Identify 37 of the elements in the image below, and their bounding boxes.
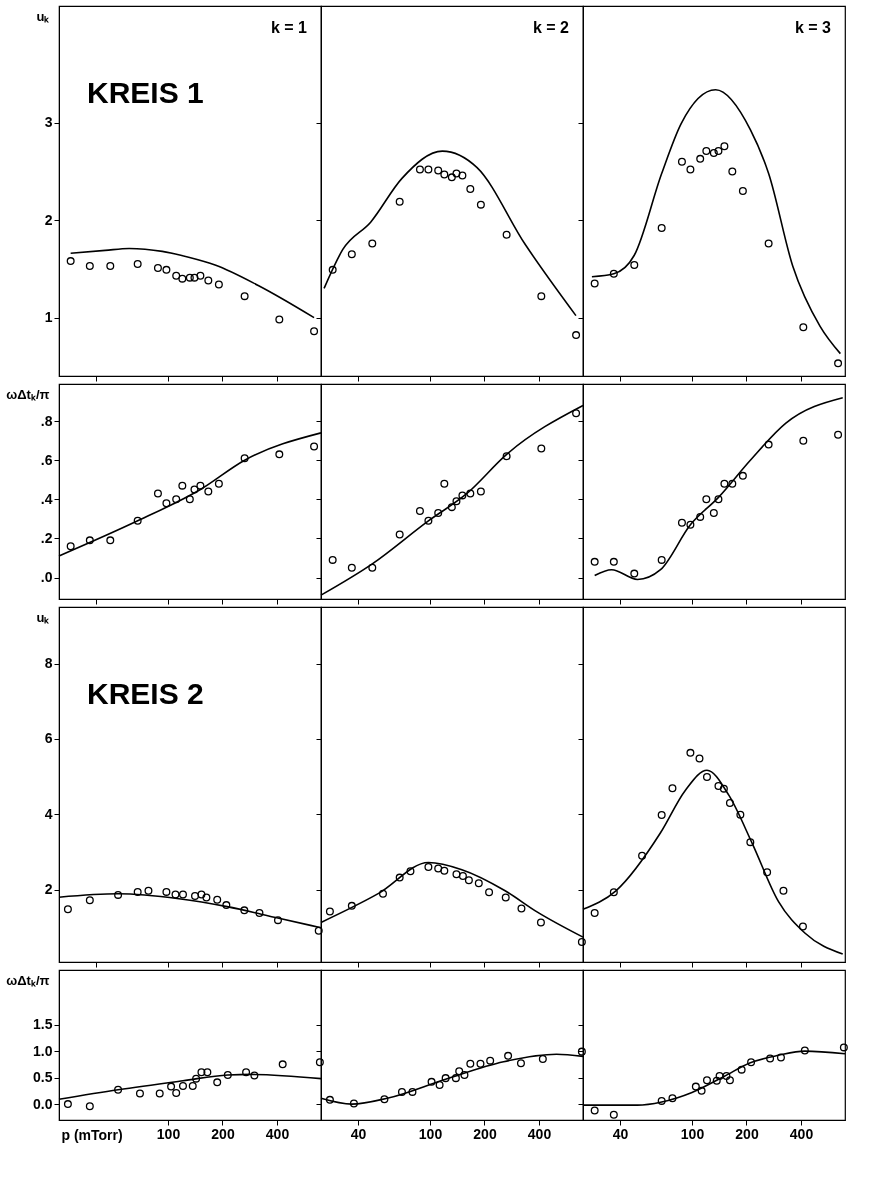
y-tick-label: .4: [40, 490, 53, 507]
y-tick-label: 1: [44, 309, 53, 326]
annotation: KREIS 1: [87, 76, 204, 109]
y-axis-title: uₖ: [36, 609, 50, 625]
y-tick-label: 8: [44, 655, 53, 672]
x-tick-label: 400: [265, 1125, 290, 1142]
x-tick-label: 40: [612, 1125, 629, 1142]
y-tick-label: .8: [40, 412, 53, 429]
y-axis-title: uₖ: [36, 8, 50, 24]
x-tick-label: 200: [735, 1125, 759, 1142]
y-tick-label: .6: [40, 451, 53, 468]
text: k = 2: [532, 19, 570, 36]
y-axis-title: ωΔtₖ/π: [6, 972, 50, 988]
x-tick-label: 200: [473, 1125, 497, 1142]
x-tick-label: 200: [211, 1125, 235, 1142]
y-tick-label: 0.5: [33, 1069, 53, 1086]
y-tick-label: .0: [40, 569, 53, 585]
x-axis-title: p (mTorr): [61, 1126, 123, 1143]
y-tick-label: 1.0: [33, 1042, 53, 1059]
y-tick-label: 2: [44, 211, 53, 228]
x-tick-label: 100: [680, 1125, 705, 1142]
x-tick-label: 100: [418, 1125, 443, 1142]
y-tick-label: .2: [40, 529, 53, 546]
text: k = 3: [794, 19, 832, 36]
y-tick-label: 3: [44, 114, 53, 131]
y-tick-label: 1.5: [33, 1016, 53, 1033]
y-tick-label: 4: [44, 805, 53, 822]
y-tick-label: 0.0: [33, 1095, 53, 1112]
y-tick-label: 6: [44, 730, 53, 747]
x-tick-label: 100: [156, 1125, 181, 1142]
x-tick-label: 40: [350, 1125, 367, 1142]
y-axis-title: ωΔtₖ/π: [6, 386, 50, 402]
y-tick-label: 2: [44, 881, 53, 898]
annotation: KREIS 2: [87, 677, 204, 710]
x-tick-label: 400: [527, 1125, 552, 1142]
x-tick-label: 400: [789, 1125, 814, 1142]
text: k = 1: [270, 19, 308, 36]
